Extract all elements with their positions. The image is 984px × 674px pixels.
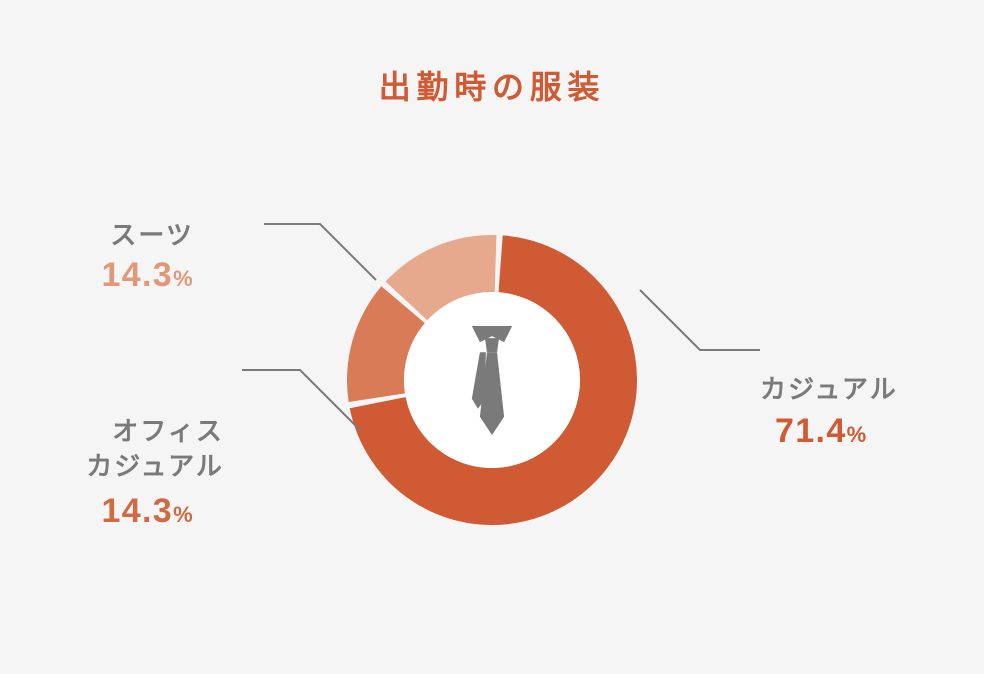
callout-lines: [0, 0, 984, 674]
label-casual: カジュアル: [760, 372, 898, 407]
label-office_casual: オフィス カジュアル: [86, 414, 224, 484]
value-number-suit: 14.3: [101, 256, 173, 294]
percent-sign: %: [173, 502, 194, 527]
value-number-office_casual: 14.3: [101, 492, 173, 530]
leader-casual: [640, 290, 760, 350]
leader-office_casual: [242, 370, 360, 430]
leader-suit: [264, 224, 376, 280]
percent-sign: %: [173, 266, 194, 291]
value-number-casual: 71.4: [775, 412, 847, 450]
value-suit: 14.3%: [101, 256, 194, 295]
value-casual: 71.4%: [775, 412, 868, 451]
value-office_casual: 14.3%: [101, 492, 194, 531]
percent-sign: %: [847, 422, 868, 447]
label-suit: スーツ: [110, 218, 194, 253]
